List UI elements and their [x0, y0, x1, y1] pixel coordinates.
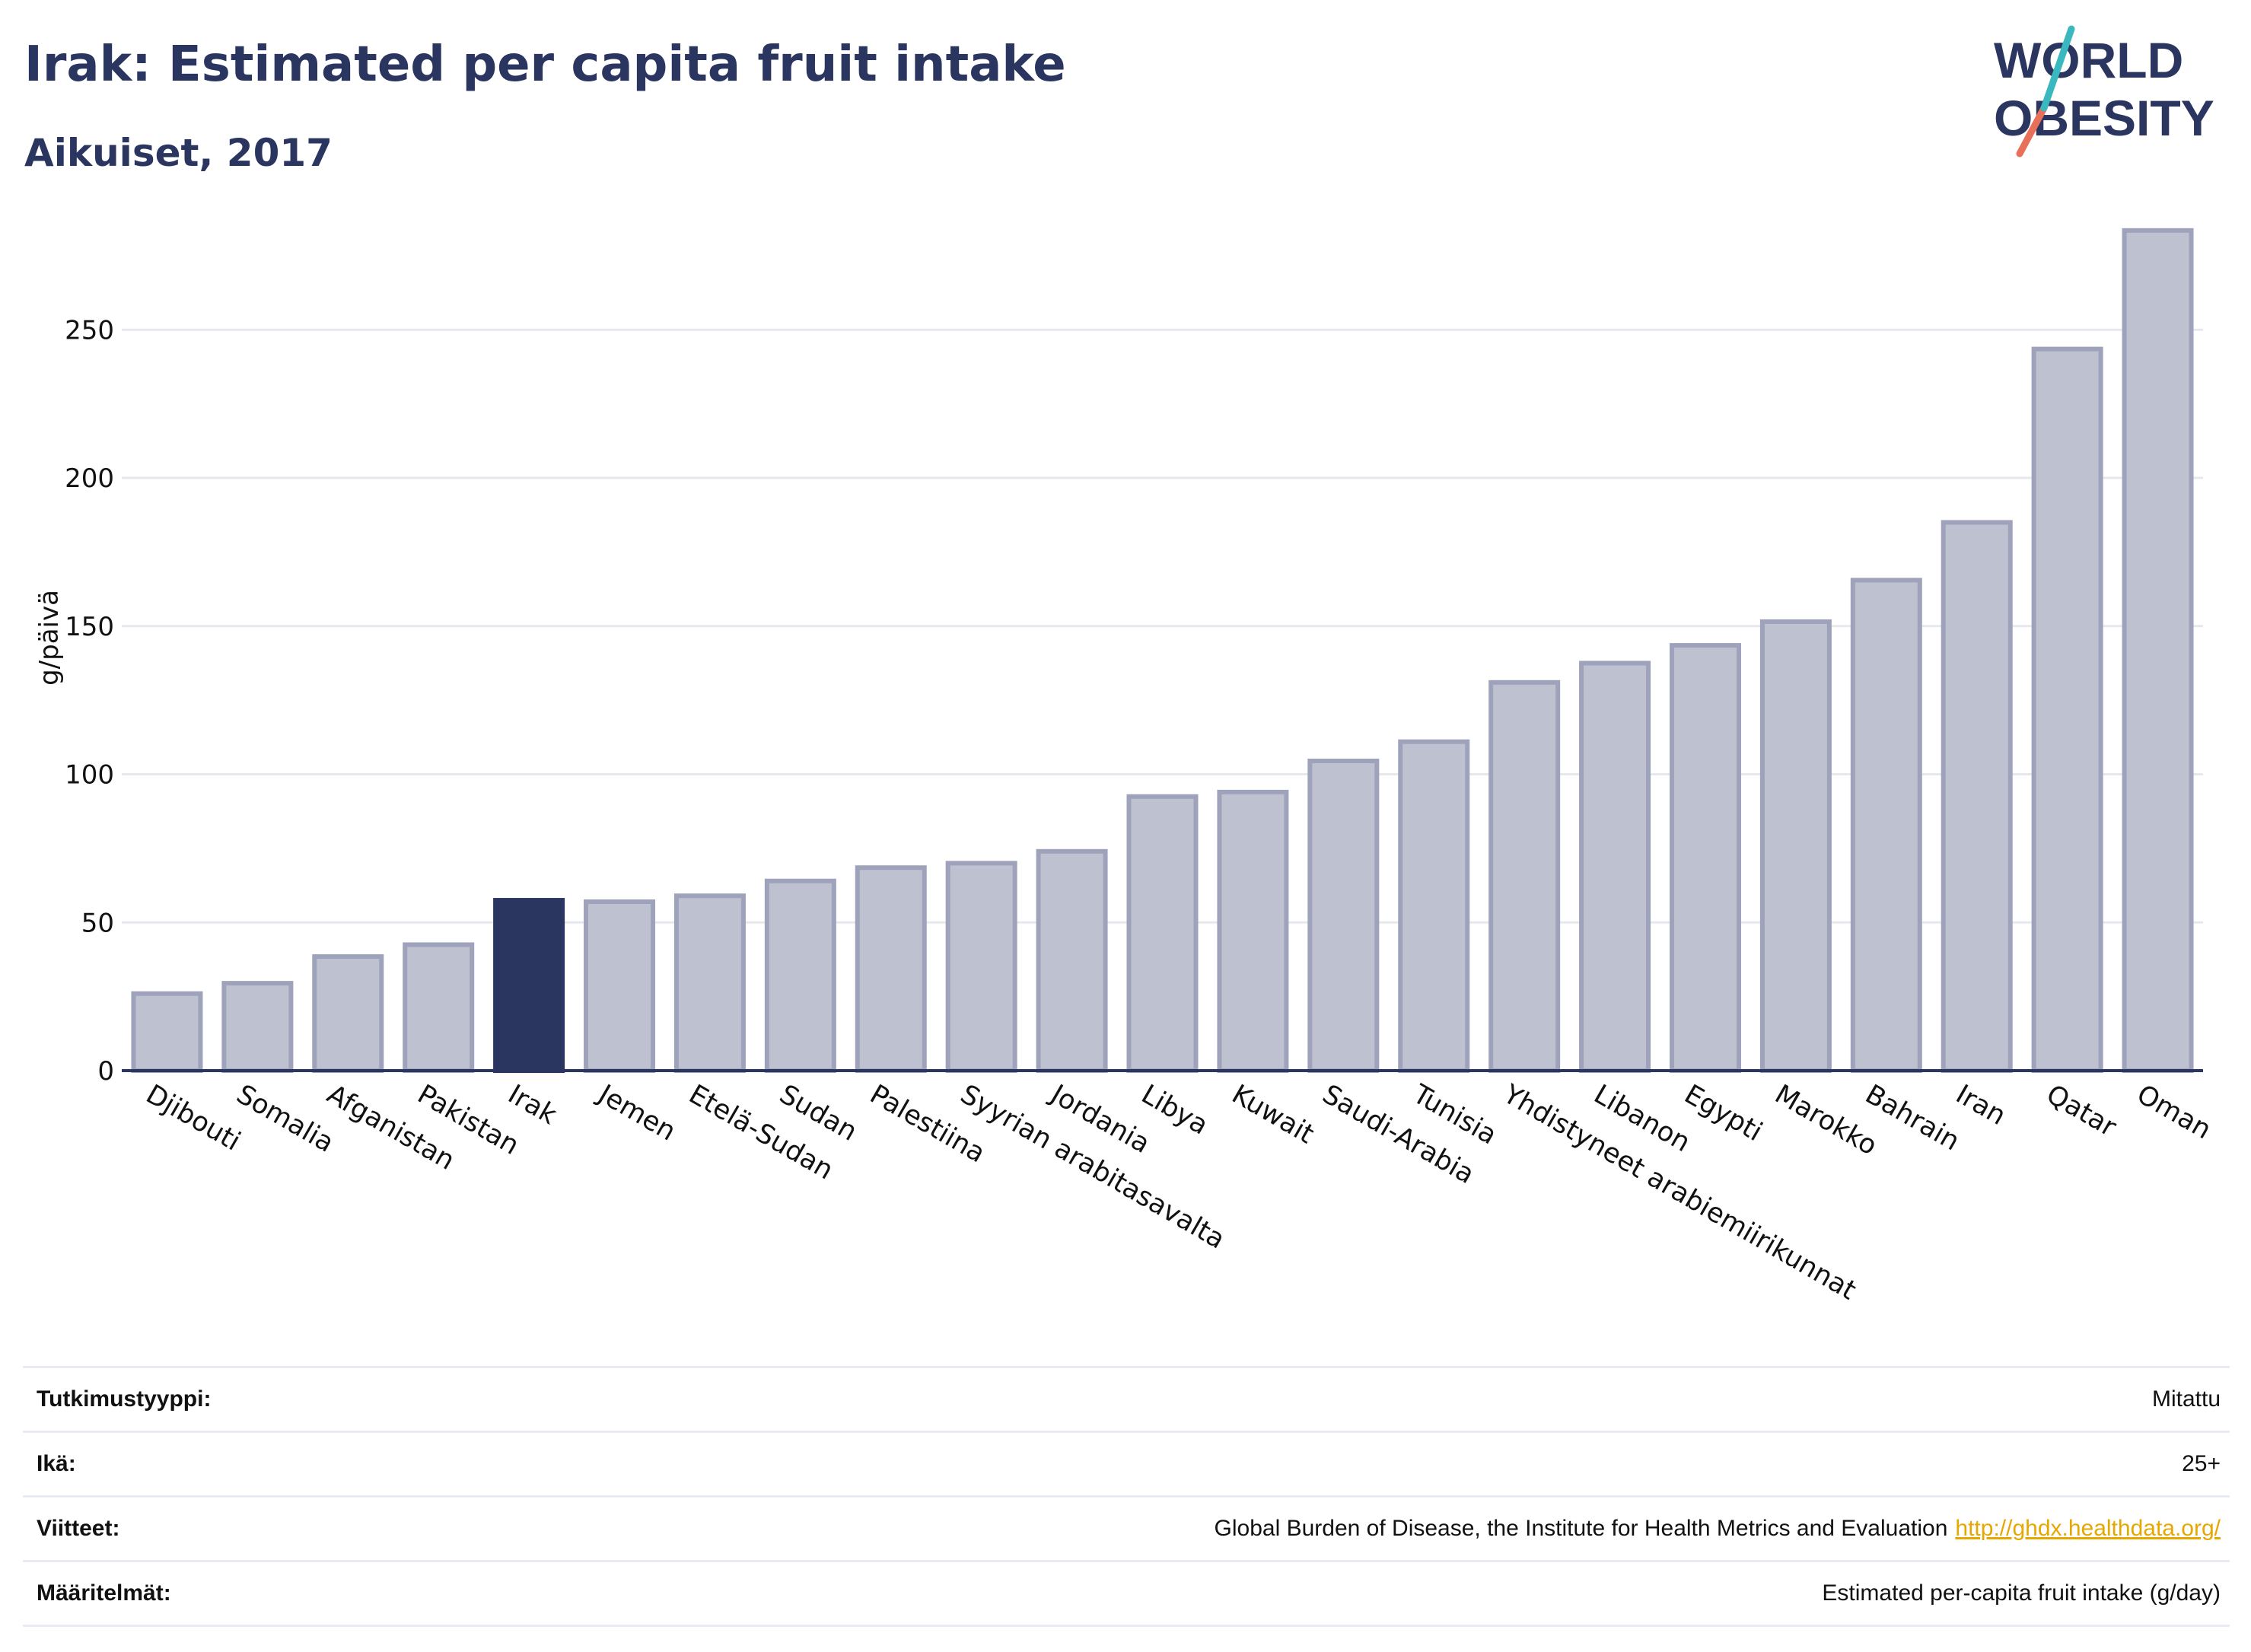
metadata-table: Tutkimustyyppi: Mitattu Ikä: 25+ Viittee…: [23, 1366, 2230, 1627]
bar-jordania[interactable]: [1036, 848, 1108, 1073]
bar-chart: 0 50 100 150 200 250 DjiboutiSomaliaAfganista…: [34, 228, 2216, 1307]
x-tick-label: Qatar: [2041, 1079, 2122, 1143]
x-tick-label: Oman: [2132, 1079, 2216, 1145]
meta-label: Ikä:: [37, 1451, 76, 1476]
meta-label: Tutkimustyyppi:: [37, 1386, 212, 1412]
y-axis-label: g/päivä: [34, 590, 65, 686]
meta-row-age: Ikä: 25+: [23, 1431, 2230, 1495]
x-tick-label: Egypti: [1679, 1079, 1767, 1147]
bar-tunisia[interactable]: [1398, 739, 1470, 1073]
bar-bahrain[interactable]: [1850, 578, 1922, 1073]
y-tick-label: 50: [81, 908, 114, 938]
bar-sudan[interactable]: [764, 878, 836, 1073]
y-tick-label: 100: [65, 760, 114, 791]
bar-yhdistyneet-arabiemiirikunnat[interactable]: [1488, 680, 1561, 1074]
x-tick-label: Marokko: [1769, 1079, 1882, 1161]
bar-somalia[interactable]: [221, 981, 294, 1073]
chart-subtitle: Aikuiset, 2017: [24, 131, 333, 175]
y-tick-label: 200: [65, 463, 114, 494]
bar-marokko[interactable]: [1759, 619, 1832, 1073]
x-tick-label: Kuwait: [1227, 1079, 1319, 1150]
bar-libanon[interactable]: [1579, 660, 1651, 1073]
meta-value-references: Global Burden of Disease, the Institute …: [1215, 1516, 2221, 1542]
reference-text: Global Burden of Disease, the Institute …: [1214, 1516, 1948, 1541]
meta-row-study-type: Tutkimustyyppi: Mitattu: [23, 1366, 2230, 1431]
logo-word-world: WORLD: [1994, 32, 2183, 88]
chart-title: Irak: Estimated per capita fruit intake: [24, 37, 1066, 93]
logo-slash-upper: [2040, 25, 2075, 112]
bar-libya[interactable]: [1126, 794, 1199, 1073]
meta-label: Määritelmät:: [37, 1580, 171, 1606]
meta-value: Estimated per-capita fruit intake (g/day…: [1822, 1580, 2221, 1606]
logo-slash-lower: [2016, 104, 2048, 158]
world-obesity-logo: WORLD OBESITY: [1994, 25, 2214, 158]
y-tick-label: 150: [65, 612, 114, 642]
meta-label: Viitteet:: [37, 1516, 120, 1541]
meta-value: 25+: [2182, 1451, 2221, 1476]
bar-saudi-arabia[interactable]: [1307, 759, 1380, 1073]
y-tick-label: 250: [65, 315, 114, 345]
bar-qatar[interactable]: [2031, 346, 2103, 1073]
x-tick-label: Jemen: [592, 1078, 681, 1147]
bar-afganistan[interactable]: [312, 954, 384, 1073]
bar-syyrian-arabitasavalta[interactable]: [945, 861, 1017, 1073]
bar-etelä-sudan[interactable]: [673, 893, 746, 1074]
bar-djibouti[interactable]: [131, 991, 203, 1073]
bar-pakistan[interactable]: [403, 942, 475, 1073]
bar-kuwait[interactable]: [1217, 789, 1289, 1074]
y-axis-ticks: 0 50 100 150 200 250: [65, 315, 114, 1087]
bar-oman[interactable]: [2122, 228, 2194, 1073]
bar-series: [131, 228, 2194, 1074]
meta-value: Mitattu: [2151, 1386, 2221, 1412]
bar-jemen[interactable]: [584, 899, 656, 1073]
x-tick-label: Djibouti: [141, 1079, 245, 1157]
bar-egypti[interactable]: [1669, 643, 1741, 1073]
meta-row-definitions: Määritelmät: Estimated per-capita fruit …: [23, 1560, 2230, 1627]
meta-row-references: Viitteet: Global Burden of Disease, the …: [23, 1495, 2230, 1560]
bar-palestiina[interactable]: [855, 865, 927, 1074]
bar-irak[interactable]: [493, 898, 565, 1073]
reference-link[interactable]: http://ghdx.healthdata.org/: [1955, 1516, 2221, 1541]
x-tick-label: Iran: [1950, 1079, 2011, 1132]
x-tick-label: Saudi-Arabia: [1317, 1079, 1479, 1190]
x-tick-label: Irak: [503, 1079, 562, 1131]
x-tick-label: Somalia: [231, 1079, 339, 1159]
bar-iran[interactable]: [1941, 520, 2013, 1073]
y-tick-label: 0: [97, 1056, 114, 1087]
